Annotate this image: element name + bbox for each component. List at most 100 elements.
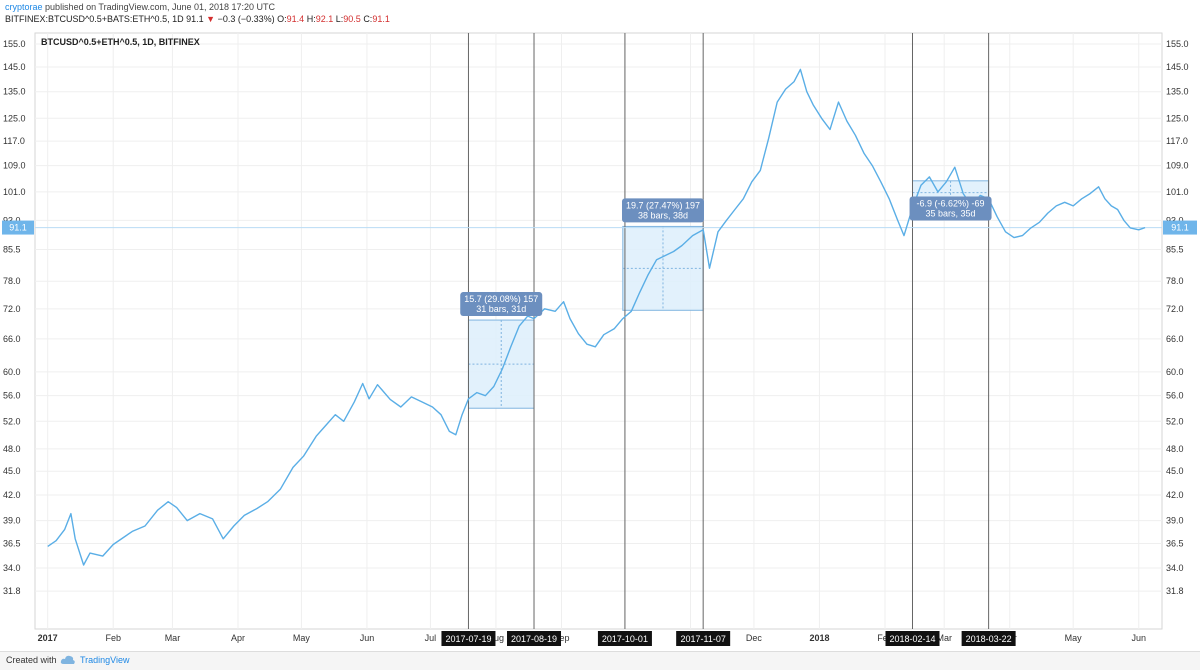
- date-tag-label: 2017-10-01: [602, 634, 648, 644]
- y-tick-label-right: 66.0: [1166, 334, 1184, 344]
- tradingview-brand[interactable]: TradingView: [80, 655, 130, 665]
- y-tick-label-right: 101.0: [1166, 187, 1189, 197]
- measure-label-change: 19.7 (27.47%) 197: [626, 200, 700, 210]
- measure-label-change: -6.9 (-6.62%) -69: [917, 198, 985, 208]
- x-tick-label: Jun: [1131, 633, 1146, 643]
- symbol-label: BITFINEX:BTCUSD^0.5+BATS:ETH^0.5, 1D: [5, 14, 184, 24]
- x-tick-label: 2017: [38, 633, 58, 643]
- y-tick-label-right: 48.0: [1166, 444, 1184, 454]
- y-tick-label-right: 85.5: [1166, 244, 1184, 254]
- chart-title: BTCUSD^0.5+ETH^0.5, 1D, BITFINEX: [41, 37, 200, 47]
- y-tick-label-right: 145.0: [1166, 62, 1189, 72]
- open-value: 91.4: [286, 14, 305, 24]
- y-tick-label-left: 66.0: [3, 334, 21, 344]
- measure-label-bars: 35 bars, 35d: [926, 208, 976, 218]
- x-tick-label: Mar: [936, 633, 952, 643]
- x-tick-label: May: [1065, 633, 1083, 643]
- date-tag-bg: [676, 631, 731, 646]
- date-tag-label: 2017-08-19: [511, 634, 557, 644]
- y-tick-label-left: 155.0: [3, 39, 26, 49]
- tradingview-cloud-icon: [60, 655, 75, 664]
- y-tick-label-left: 52.0: [3, 416, 21, 426]
- y-tick-label-left: 85.5: [3, 244, 21, 254]
- close-label: C:: [363, 14, 373, 24]
- y-tick-label-left: 48.0: [3, 444, 21, 454]
- y-tick-label-left: 34.0: [3, 563, 21, 573]
- down-arrow-icon: ▼: [206, 14, 216, 24]
- y-tick-label-right: 42.0: [1166, 490, 1184, 500]
- ohlc-line: BITFINEX:BTCUSD^0.5+BATS:ETH^0.5, 1D 91.…: [5, 14, 390, 24]
- y-tick-label-right: 39.0: [1166, 516, 1184, 526]
- y-tick-label-left: 36.5: [3, 539, 21, 549]
- y-tick-label-right: 60.0: [1166, 367, 1184, 377]
- x-tick-label: May: [293, 633, 311, 643]
- date-tag-label: 2018-03-22: [966, 634, 1012, 644]
- measure-label-box: [460, 292, 543, 317]
- date-tag-bg: [597, 631, 652, 646]
- date-tag-bg: [961, 631, 1016, 646]
- y-tick-label-right: 36.5: [1166, 539, 1184, 549]
- open-label: O:: [277, 14, 287, 24]
- last-value: 91.1: [186, 14, 204, 24]
- date-tag-label: 2018-02-14: [889, 634, 935, 644]
- y-tick-label-left: 31.8: [3, 586, 21, 596]
- measure-label-bars: 31 bars, 31d: [476, 304, 526, 314]
- measure-label-bars: 38 bars, 38d: [638, 210, 688, 220]
- y-tick-label-right: 45.0: [1166, 466, 1184, 476]
- measure-label-change: 15.7 (29.08%) 157: [464, 294, 538, 304]
- y-tick-label-left: 45.0: [3, 466, 21, 476]
- change-value: −0.3 (−0.33%): [217, 14, 275, 24]
- chart-header: cryptorae published on TradingView.com, …: [0, 0, 1200, 28]
- published-text: published on TradingView.com, June 01, 2…: [45, 2, 276, 12]
- y-tick-label-right: 109.0: [1166, 161, 1189, 171]
- date-tag-bg: [885, 631, 940, 646]
- y-tick-label-right: 135.0: [1166, 87, 1189, 97]
- y-tick-label-left: 42.0: [3, 490, 21, 500]
- y-tick-label-left: 109.0: [3, 161, 26, 171]
- date-tag-label: 2017-11-07: [680, 634, 725, 644]
- y-tick-label-right: 78.0: [1166, 276, 1184, 286]
- y-tick-label-left: 78.0: [3, 276, 21, 286]
- price-tag-right: 91.1: [1171, 223, 1189, 233]
- y-tick-label-left: 39.0: [3, 516, 21, 526]
- x-tick-label: Feb: [105, 633, 121, 643]
- y-tick-label-right: 34.0: [1166, 563, 1184, 573]
- y-tick-label-left: 135.0: [3, 87, 26, 97]
- price-tag-left-bg: [2, 220, 34, 235]
- y-tick-label-right: 72.0: [1166, 304, 1184, 314]
- y-tick-label-right: 155.0: [1166, 39, 1189, 49]
- x-tick-label: Jul: [425, 633, 437, 643]
- publisher-name[interactable]: cryptorae: [5, 2, 43, 12]
- date-tag-bg: [507, 631, 562, 646]
- y-tick-label-left: 72.0: [3, 304, 21, 314]
- y-tick-label-right: 56.0: [1166, 391, 1184, 401]
- y-tick-label-left: 125.0: [3, 113, 26, 123]
- high-value: 92.1: [315, 14, 334, 24]
- low-label: L:: [335, 14, 344, 24]
- x-tick-label: Sep: [553, 633, 569, 643]
- price-tag-left: 91.1: [9, 223, 27, 233]
- date-tag-bg: [441, 631, 496, 646]
- measure-label-box: [909, 196, 992, 221]
- price-chart[interactable]: 155.0 155.0 145.0 145.0 135.0 135.0 125.0 125.0…: [0, 28, 1200, 651]
- y-tick-label-right: 125.0: [1166, 113, 1189, 123]
- x-tick-label: Aug: [488, 633, 504, 643]
- publish-line: cryptorae published on TradingView.com, …: [5, 2, 275, 12]
- y-tick-label-left: 117.0: [3, 136, 25, 146]
- close-value: 91.1: [372, 14, 390, 24]
- y-tick-label-right: 117.0: [1166, 136, 1188, 146]
- y-tick-label-left: 101.0: [3, 187, 26, 197]
- footer-bar: Created with TradingView: [0, 651, 1200, 670]
- x-tick-label: Apr: [231, 633, 245, 643]
- x-tick-label: Dec: [746, 633, 763, 643]
- high-label: H:: [306, 14, 316, 24]
- x-tick-label: 2018: [809, 633, 829, 643]
- y-tick-label-right: 93.0: [1166, 215, 1184, 225]
- y-tick-label-right: 31.8: [1166, 586, 1184, 596]
- y-tick-label-left: 56.0: [3, 391, 21, 401]
- x-tick-label: Feb: [877, 633, 893, 643]
- x-tick-label: Mar: [165, 633, 181, 643]
- low-value: 90.5: [343, 14, 361, 24]
- y-tick-label-left: 145.0: [3, 62, 26, 72]
- y-tick-label-left: 93.0: [3, 215, 21, 225]
